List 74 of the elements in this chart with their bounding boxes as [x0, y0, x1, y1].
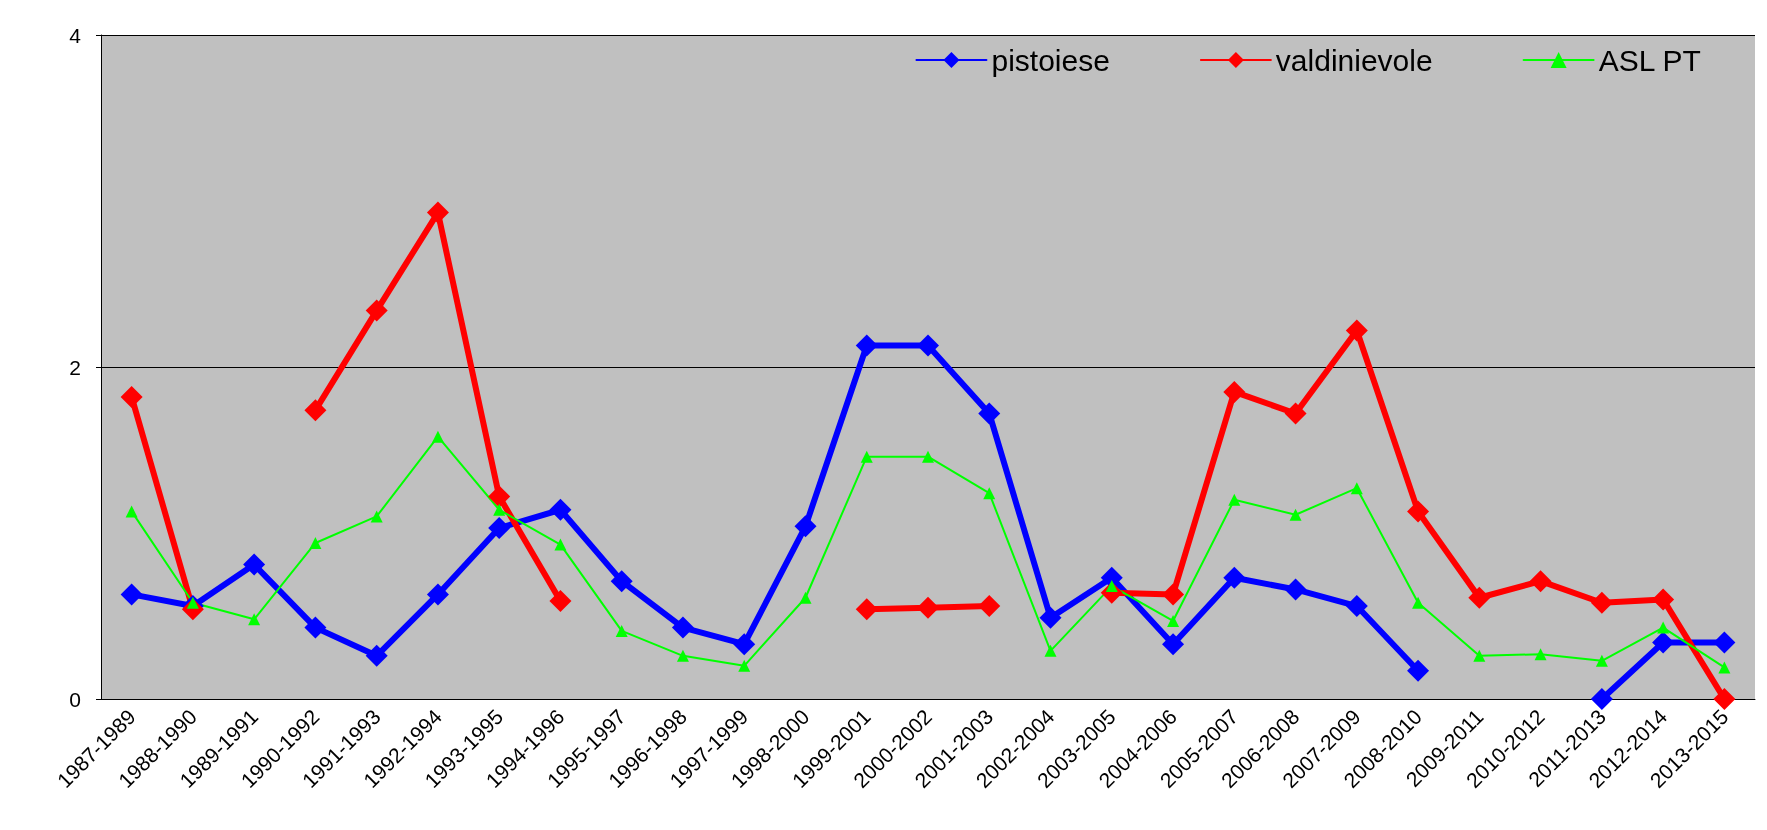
point	[1044, 644, 1057, 657]
point	[855, 598, 878, 621]
point	[1345, 595, 1368, 618]
y-tick-label: 4	[69, 23, 82, 47]
point	[1407, 500, 1430, 523]
y-tick-label: 2	[69, 355, 81, 379]
point	[1529, 570, 1552, 593]
point	[1284, 402, 1307, 425]
point	[493, 503, 506, 516]
legend-label: ASL PT	[1598, 43, 1701, 77]
point	[1534, 648, 1547, 661]
point	[671, 616, 694, 639]
point	[1652, 631, 1675, 654]
point	[983, 487, 996, 500]
point	[733, 633, 756, 656]
point	[365, 299, 388, 322]
legend-label: pistoiese	[991, 43, 1110, 77]
point	[1350, 482, 1363, 495]
point	[1657, 621, 1670, 634]
point	[248, 613, 261, 626]
point	[426, 583, 449, 606]
point	[1412, 596, 1425, 609]
point	[917, 334, 939, 357]
point	[615, 624, 628, 637]
point	[1289, 508, 1302, 521]
point	[1345, 319, 1368, 342]
point	[120, 583, 143, 606]
point	[309, 536, 322, 549]
point	[1407, 659, 1430, 682]
point	[304, 399, 327, 422]
point	[1590, 688, 1613, 710]
point	[610, 570, 633, 593]
point	[1595, 654, 1608, 667]
point	[1284, 578, 1307, 601]
point	[243, 553, 266, 576]
y-tick-label: 0	[69, 687, 81, 711]
point	[488, 485, 511, 508]
point	[1713, 631, 1736, 654]
point	[1162, 583, 1185, 606]
point	[554, 538, 567, 551]
point	[488, 517, 511, 540]
point	[431, 430, 444, 443]
point	[860, 450, 873, 463]
point	[922, 450, 934, 463]
point	[1468, 586, 1491, 609]
point	[549, 590, 572, 613]
point	[1590, 591, 1613, 614]
point	[426, 201, 449, 224]
point	[676, 649, 689, 662]
point	[917, 596, 939, 619]
point	[186, 596, 199, 609]
point	[1473, 649, 1486, 662]
point	[738, 659, 751, 672]
point	[1652, 588, 1675, 611]
point	[1167, 614, 1180, 627]
point	[304, 616, 327, 639]
point	[549, 498, 572, 521]
point	[1228, 493, 1241, 506]
point	[125, 505, 138, 518]
point	[1039, 606, 1062, 629]
point	[120, 385, 143, 408]
point	[370, 510, 383, 523]
point	[1713, 688, 1736, 710]
point	[1223, 380, 1246, 403]
point	[794, 515, 817, 538]
point	[1718, 661, 1731, 674]
point	[365, 644, 388, 667]
legend-label: valdinievole	[1275, 43, 1433, 77]
point	[1162, 633, 1185, 656]
point	[855, 334, 878, 357]
point	[799, 591, 812, 604]
point	[978, 402, 1001, 425]
point	[978, 595, 1001, 618]
point	[1223, 566, 1246, 589]
